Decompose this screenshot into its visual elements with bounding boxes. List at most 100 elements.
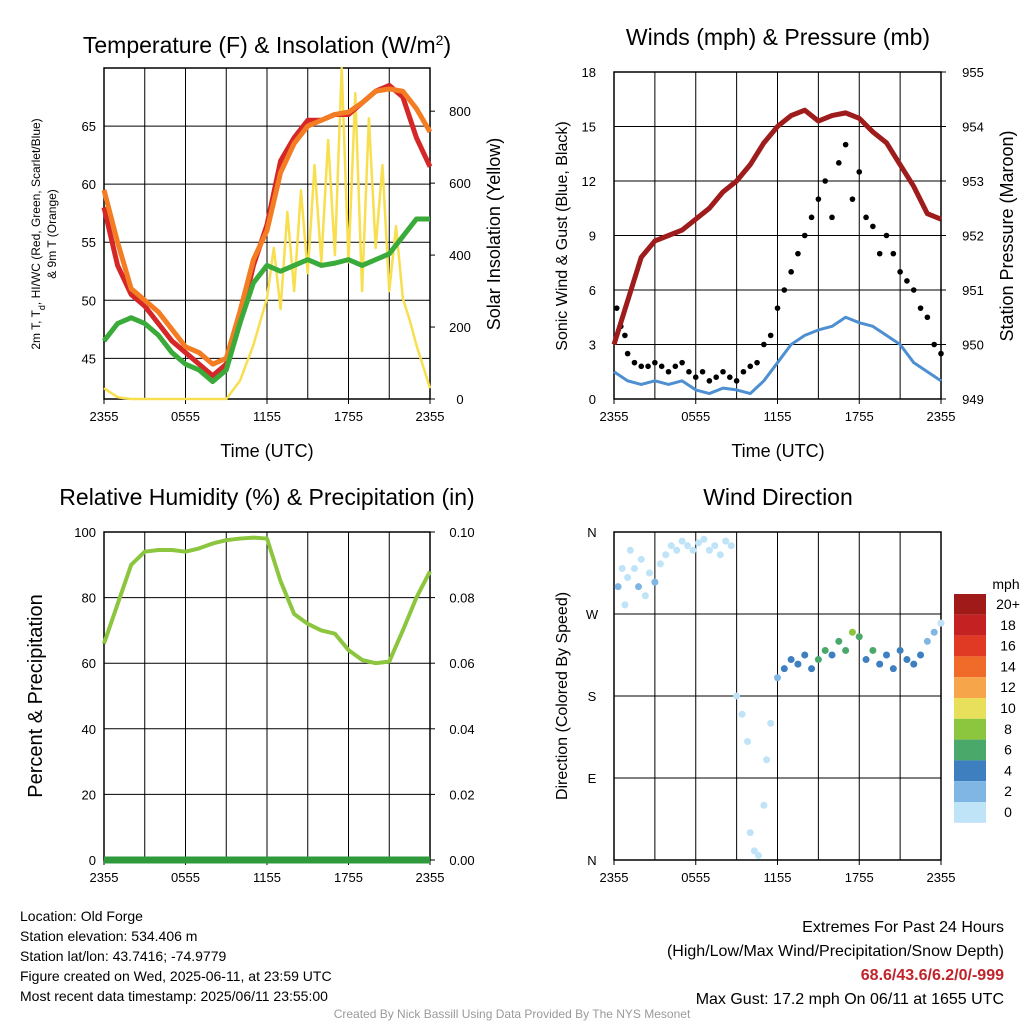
- y-tick-label: 80: [82, 591, 96, 606]
- y-right-tick-label: 0.02: [449, 787, 474, 802]
- y-tick-label: N: [587, 853, 596, 868]
- y-tick-label: 60: [82, 177, 96, 192]
- x-tick-label: 2355: [927, 409, 956, 424]
- direction-point: [869, 646, 877, 654]
- y-tick-label: 9: [589, 229, 596, 244]
- y-tick-label: N: [587, 525, 596, 540]
- gust-point: [652, 359, 658, 366]
- y-right-axis-label: Solar Insolation (Yellow): [484, 138, 504, 330]
- figure-created: Figure created on Wed, 2025-06-11, at 23…: [20, 968, 332, 984]
- x-tick-label: 2355: [927, 870, 956, 885]
- extremes-values: 68.6/43.6/6.2/0/-999: [860, 967, 1004, 984]
- direction-point: [814, 656, 822, 664]
- direction-point: [744, 738, 752, 746]
- chart-title: Wind Direction: [703, 484, 853, 510]
- x-tick-label: 2355: [90, 409, 119, 424]
- y-tick-label: W: [586, 607, 599, 622]
- direction-point: [673, 546, 681, 554]
- gust-point: [631, 359, 638, 366]
- direction-point: [889, 665, 897, 673]
- legend-label: 10: [1000, 700, 1016, 716]
- direction-point: [821, 646, 829, 654]
- x-tick-label: 1155: [764, 870, 792, 885]
- y-right-tick-label: 0.08: [449, 591, 474, 606]
- direction-point: [917, 651, 925, 659]
- gust-point: [733, 378, 740, 384]
- direction-point: [787, 656, 795, 664]
- y-axis-label: Direction (Colored By Speed): [554, 592, 571, 800]
- direction-point: [667, 542, 675, 550]
- gust-point: [924, 314, 931, 321]
- most-recent-timestamp: Most recent data timestamp: 2025/06/11 2…: [20, 988, 328, 1004]
- gust-point: [767, 332, 774, 339]
- direction-point: [621, 601, 629, 609]
- direction-point: [662, 551, 670, 559]
- x-tick-label: 1755: [334, 409, 363, 424]
- legend-swatch: [954, 718, 986, 740]
- gust-point: [910, 287, 917, 293]
- gust-point: [727, 374, 733, 381]
- direction-point: [733, 692, 741, 700]
- gust-point: [692, 374, 699, 381]
- gust-point: [788, 269, 794, 275]
- gust-point: [665, 368, 672, 375]
- x-tick-label: 1155: [764, 409, 792, 424]
- legend-swatch: [954, 635, 986, 657]
- credit-line: Created By Nick Bassill Using Data Provi…: [333, 1007, 691, 1021]
- direction-point: [896, 646, 904, 654]
- chart-title: Winds (mph) & Pressure (mb): [626, 24, 930, 50]
- legend-swatch: [954, 594, 986, 615]
- pressure-line: [611, 107, 942, 346]
- gust-point: [720, 368, 726, 375]
- y-right-tick-label: 0.06: [449, 656, 474, 671]
- y-right-tick-label: 0.04: [449, 722, 474, 737]
- y-tick-label: 20: [82, 787, 96, 802]
- y-right-tick-label: 0.10: [449, 525, 474, 540]
- extremes-subtitle: (High/Low/Max Wind/Precipitation/Snow De…: [666, 943, 1004, 960]
- y-tick-label: 60: [82, 656, 96, 671]
- direction-point: [910, 660, 918, 668]
- gust-point: [747, 363, 754, 370]
- gust-point: [890, 250, 897, 257]
- legend-swatch: [954, 781, 986, 802]
- legend-swatch: [954, 614, 986, 636]
- direction-point: [738, 710, 746, 718]
- direction-point: [641, 592, 649, 600]
- direction-point: [716, 551, 724, 559]
- humidity-line: [102, 535, 432, 666]
- y-axis-label: 2m T, Td, HI/WC (Red, Green, Scarlet/Blu…: [29, 118, 47, 349]
- legend-label: 16: [1000, 638, 1016, 654]
- gust-point: [645, 363, 651, 370]
- gust-point: [849, 196, 856, 202]
- legend-label: 14: [1000, 658, 1016, 674]
- y-tick-label: 6: [589, 283, 596, 298]
- legend-label: 8: [1004, 721, 1012, 737]
- x-tick-label: 0555: [681, 409, 710, 424]
- direction-point: [763, 756, 771, 764]
- gust-point: [686, 368, 692, 375]
- extremes-panel: Extremes For Past 24 Hours (High/Low/Max…: [667, 916, 1004, 1012]
- gust-point: [815, 196, 822, 202]
- legend-label: 0: [1004, 804, 1012, 820]
- title-close: ): [443, 32, 451, 58]
- y-axis-label: Sonic Wind & Gust (Blue, Black): [554, 121, 571, 350]
- station-location: Location: Old Forge: [20, 908, 143, 924]
- y-tick-label: 0: [589, 392, 596, 407]
- gust-point: [740, 368, 747, 375]
- direction-point: [883, 651, 890, 659]
- title-superscript: 2: [436, 32, 444, 48]
- direction-point: [645, 569, 653, 577]
- y-tick-label: 55: [82, 235, 96, 250]
- direction-point: [618, 564, 626, 572]
- direction-point: [700, 535, 708, 543]
- direction-point: [923, 637, 931, 645]
- temperature-series-line-2: [102, 216, 430, 385]
- gust-point: [699, 368, 706, 375]
- gust-point: [836, 160, 842, 166]
- gust-point: [706, 378, 713, 384]
- legend-label: 4: [1004, 762, 1012, 778]
- legend-swatch: [954, 802, 986, 823]
- y-right-tick-label: 800: [449, 104, 471, 119]
- station-latlon: Station lat/lon: 43.7416; -74.9779: [20, 948, 227, 964]
